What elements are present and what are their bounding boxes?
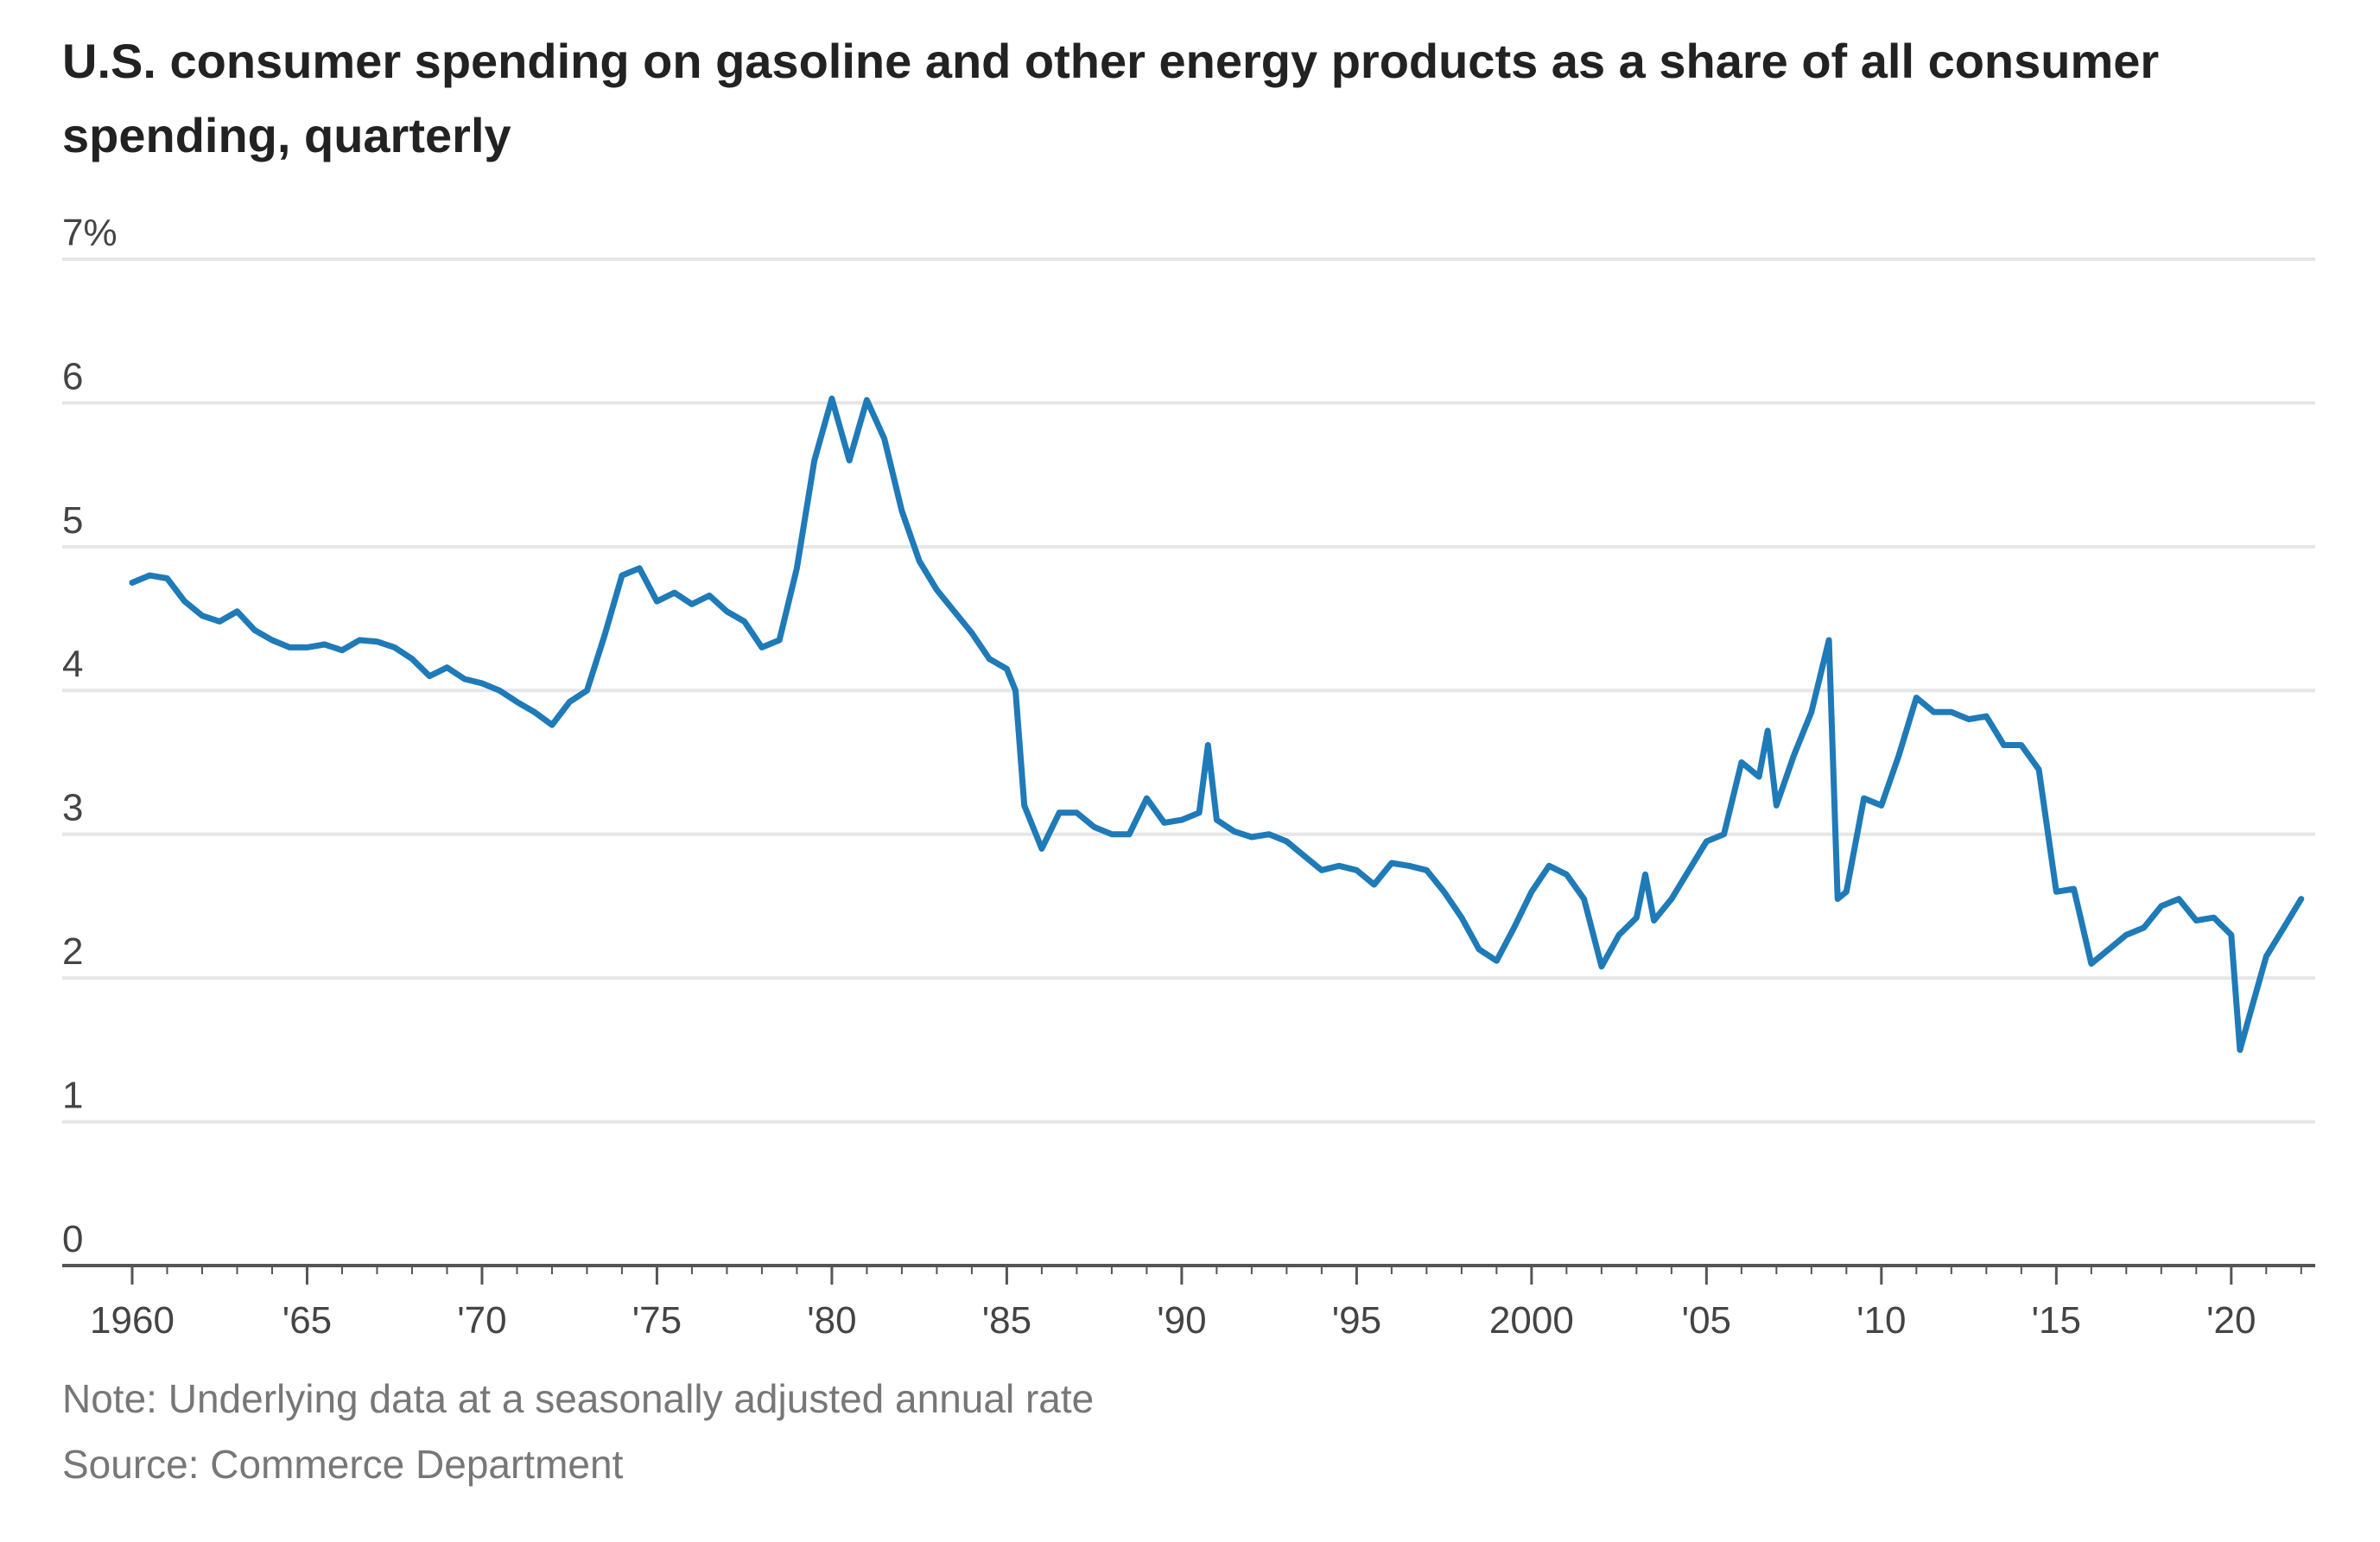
x-tick-label: '05 — [1682, 1299, 1731, 1342]
x-tick-label: '70 — [457, 1299, 506, 1342]
x-tick-label: '20 — [2206, 1299, 2256, 1342]
x-tick-label: 1960 — [90, 1299, 175, 1342]
x-tick-label: '95 — [1332, 1299, 1381, 1342]
chart-title: U.S. consumer spending on gasoline and o… — [62, 34, 2160, 162]
series-line — [129, 395, 2305, 1053]
y-tick-label: 1 — [62, 1075, 83, 1117]
x-tick-label: '65 — [282, 1299, 332, 1342]
y-tick-label: 7% — [62, 212, 117, 254]
x-tick-label: 2000 — [1489, 1299, 1574, 1342]
y-tick-label: 2 — [62, 930, 83, 973]
x-axis — [62, 1264, 2315, 1285]
y-tick-label: 5 — [62, 499, 83, 542]
x-tick-label: '10 — [1856, 1299, 1906, 1342]
y-tick-label: 3 — [62, 787, 83, 829]
y-tick-label: 0 — [62, 1218, 83, 1260]
chart-source: Source: Commerce Department — [62, 1442, 624, 1487]
x-tick-label: '75 — [632, 1299, 682, 1342]
y-axis-ticks: 0 1 2 3 4 5 6 7% — [62, 212, 117, 1260]
x-axis-ticks: 1960 '65 '70 '75 '80 '85 '90 '95 2000 '05 '10 '15 '2… — [90, 1299, 2256, 1342]
y-tick-label: 4 — [62, 643, 83, 685]
x-tick-label: '15 — [2032, 1299, 2081, 1342]
x-tick-label: '80 — [807, 1299, 856, 1342]
y-tick-label: 6 — [62, 355, 83, 397]
chart-note: Note: Underlying data at a seasonally ad… — [62, 1376, 1095, 1421]
gridlines — [62, 257, 2315, 1124]
series-layer — [129, 395, 2305, 1053]
x-tick-label: '90 — [1157, 1299, 1206, 1342]
x-tick-label: '85 — [982, 1299, 1031, 1342]
